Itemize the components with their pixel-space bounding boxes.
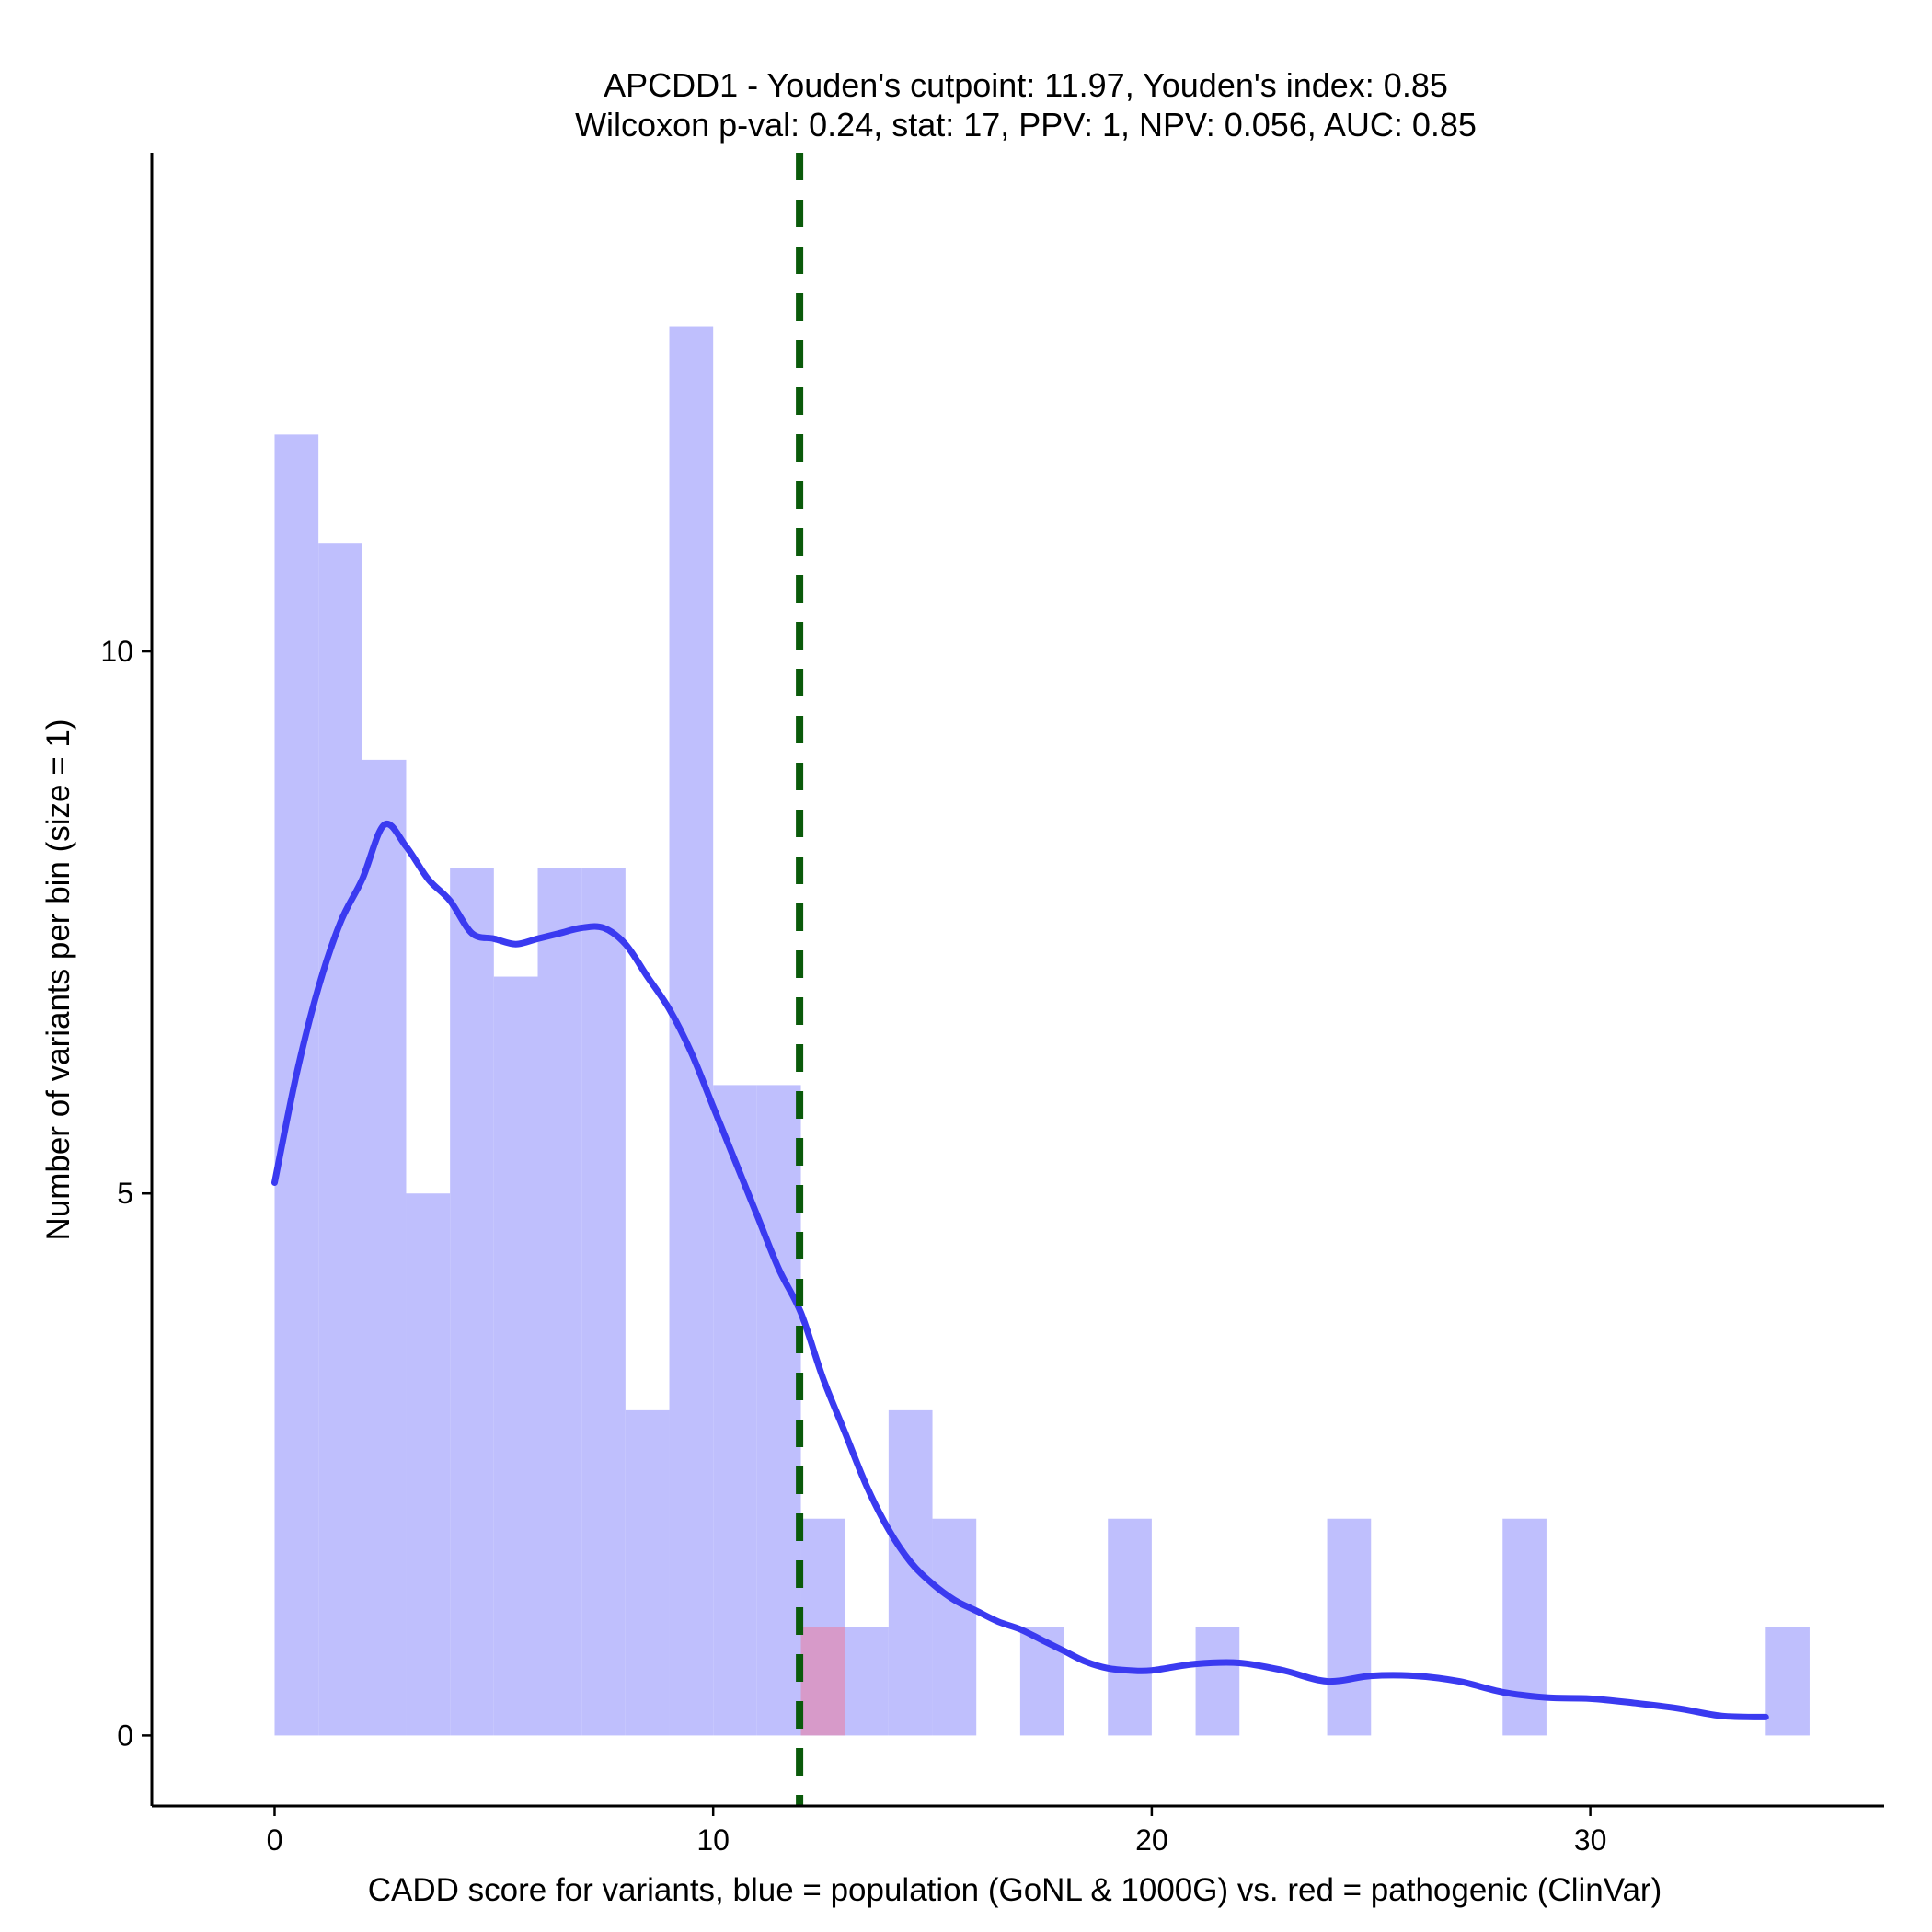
population-bar [450,868,494,1736]
chart-title-line2: Wilcoxon p-val: 0.24, stat: 17, PPV: 1, … [575,106,1477,144]
population-bar [932,1518,977,1736]
x-axis-ticks: 0 10 20 30 [267,1806,1607,1857]
chart-title-line1: APCDD1 - Youden's cutpoint: 11.97, Youde… [604,66,1448,104]
population-bar [362,759,407,1736]
population-density-curve [270,821,1769,1720]
population-bar [756,1085,801,1736]
population-bar [493,976,538,1736]
y-axis-ticks: 0 5 10 [100,635,152,1752]
y-axis-label: Number of variants per bin (size = 1) [40,719,76,1240]
x-tick-label: 20 [1135,1823,1168,1857]
population-bar [1195,1627,1240,1736]
y-tick-label: 0 [117,1719,133,1752]
pathogenic-bars [800,1627,845,1736]
x-axis-label: CADD score for variants, blue = populati… [368,1872,1662,1908]
population-bar [888,1409,933,1736]
population-bars [274,326,1810,1736]
pathogenic-bar [800,1627,845,1736]
population-bar [1108,1518,1152,1736]
x-tick-label: 10 [696,1823,730,1857]
x-tick-label: 30 [1574,1823,1607,1857]
y-tick-label: 10 [100,635,133,668]
population-bar [669,326,714,1736]
population-bar [625,1409,670,1736]
population-bar [406,1193,451,1736]
population-bar [581,868,626,1736]
population-bar [1502,1518,1547,1736]
population-bar [845,1627,889,1736]
y-tick-label: 5 [117,1177,133,1210]
x-tick-label: 0 [267,1823,283,1857]
population-bar [318,543,362,1736]
population-bar [1327,1518,1372,1736]
population-bar [713,1085,757,1736]
population-bar [537,868,582,1736]
population-bar [1765,1627,1810,1736]
